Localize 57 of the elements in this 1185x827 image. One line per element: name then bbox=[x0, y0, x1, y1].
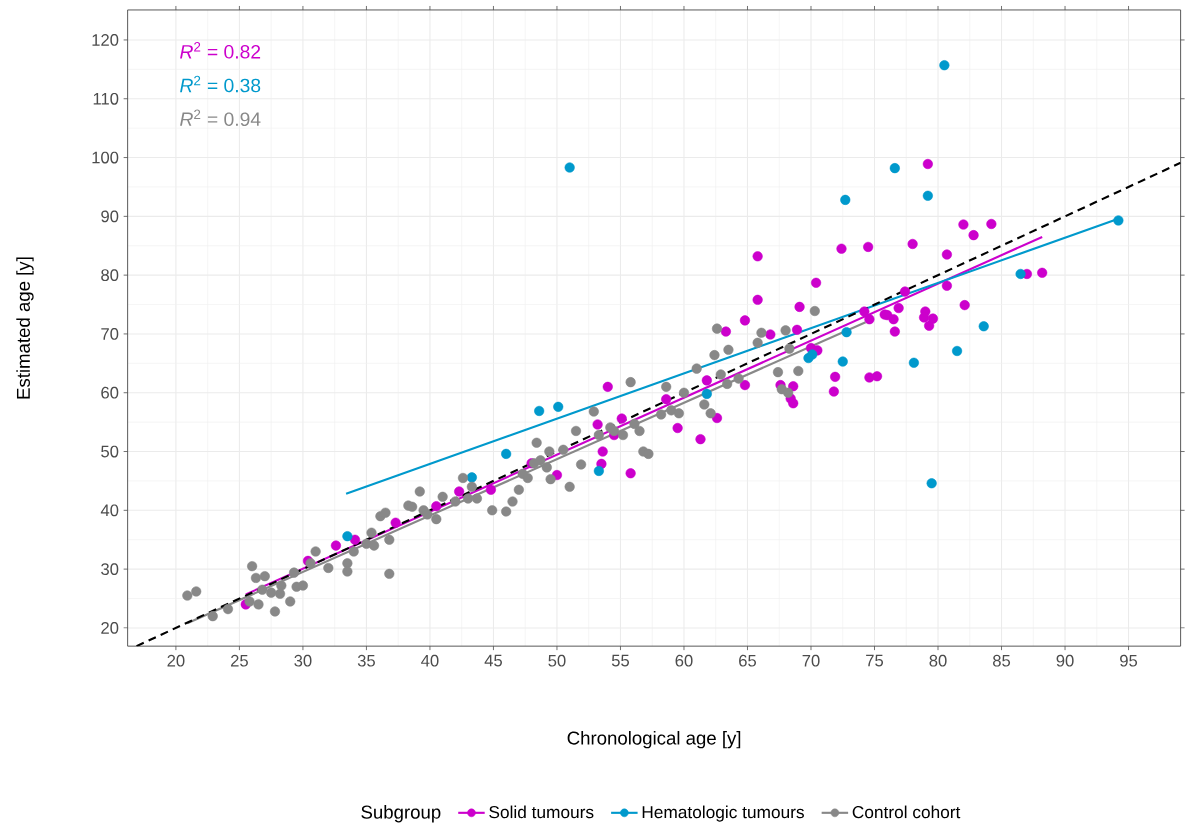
legend-label: Control cohort bbox=[852, 805, 961, 819]
point bbox=[466, 472, 477, 483]
x-tick-label: 80 bbox=[929, 655, 947, 667]
point bbox=[922, 190, 933, 202]
legend-title: Subgroup bbox=[361, 805, 441, 823]
x-tick-label: 25 bbox=[231, 655, 248, 667]
y-tick-label: 20 bbox=[101, 622, 119, 634]
y-tick-label: 80 bbox=[101, 269, 119, 282]
y-tick-label: 110 bbox=[93, 93, 119, 105]
x-tick-label: 85 bbox=[993, 655, 1011, 667]
y-tick-label: 40 bbox=[100, 504, 119, 517]
annotation: R$^{2}$ = 0.82 bbox=[180, 42, 261, 59]
point bbox=[553, 401, 564, 413]
x-tick-label: 65 bbox=[739, 655, 757, 667]
y-axis-title: Estimated age [y] bbox=[16, 257, 34, 399]
x-tick-label: 50 bbox=[548, 655, 566, 667]
point bbox=[342, 531, 353, 542]
x-tick-label: 60 bbox=[675, 655, 693, 667]
y-tick-label: 30 bbox=[101, 563, 119, 576]
legend-label: Hematologic tumours bbox=[642, 805, 804, 822]
point bbox=[841, 327, 852, 338]
x-tick-label: 40 bbox=[421, 655, 439, 667]
point bbox=[908, 357, 919, 368]
x-tick-label: 35 bbox=[357, 655, 375, 667]
point bbox=[701, 389, 712, 400]
x-tick-label: 70 bbox=[802, 655, 820, 667]
point bbox=[564, 162, 575, 173]
annotation: R$^{2}$ = 0.94 bbox=[180, 109, 261, 127]
y-tick-label: 60 bbox=[101, 387, 119, 399]
y-tick-label: 100 bbox=[92, 151, 119, 164]
annotation: R$^{2}$ = 0.38 bbox=[180, 75, 261, 93]
y-tick-label: 120 bbox=[92, 34, 119, 47]
point bbox=[952, 346, 963, 357]
x-tick-label: 55 bbox=[611, 655, 630, 667]
point bbox=[939, 60, 950, 71]
x-tick-label: 45 bbox=[484, 655, 502, 667]
point bbox=[837, 356, 848, 367]
y-tick-label: 50 bbox=[101, 445, 119, 458]
x-axis-title: Chronological age [y] bbox=[567, 731, 741, 749]
point bbox=[840, 195, 851, 206]
point bbox=[534, 406, 545, 417]
point bbox=[593, 466, 604, 477]
point bbox=[1113, 215, 1124, 226]
x-tick-label: 90 bbox=[1056, 655, 1074, 667]
y-tick-label: 90 bbox=[101, 210, 119, 223]
point bbox=[807, 349, 818, 360]
point bbox=[926, 478, 937, 489]
x-tick-label: 75 bbox=[866, 655, 884, 667]
y-tick-label: 70 bbox=[101, 328, 119, 341]
x-tick-label: 20 bbox=[167, 655, 185, 667]
x-tick-label: 95 bbox=[1120, 655, 1138, 667]
x-tick-label: 30 bbox=[294, 655, 312, 667]
point bbox=[1015, 269, 1026, 280]
legend-label: Solid tumours bbox=[489, 805, 594, 819]
point bbox=[978, 321, 989, 332]
point bbox=[501, 449, 512, 460]
point bbox=[889, 163, 900, 174]
